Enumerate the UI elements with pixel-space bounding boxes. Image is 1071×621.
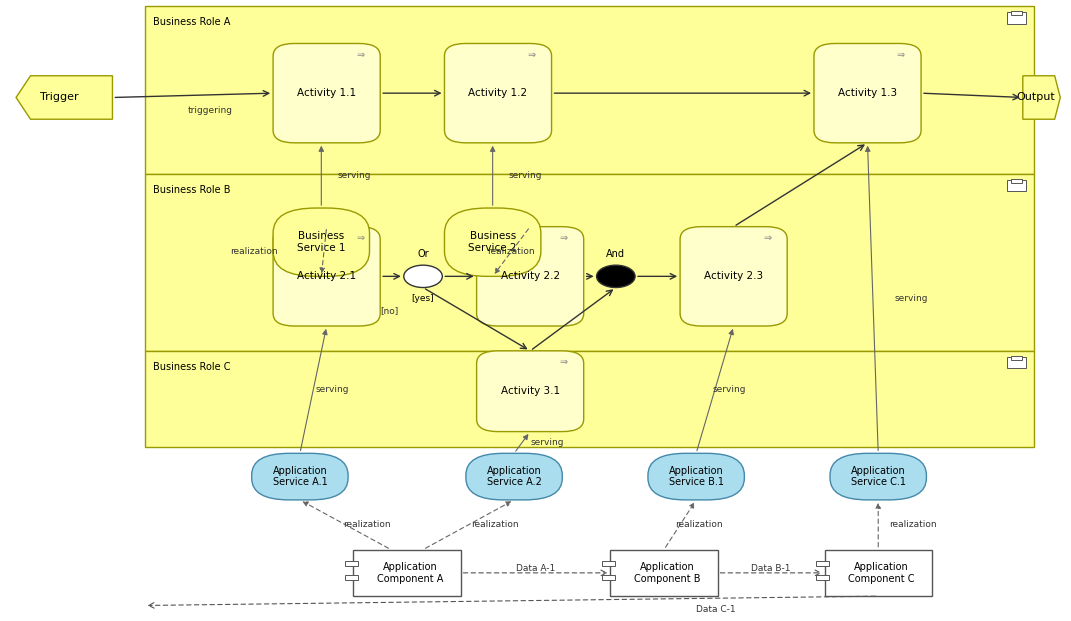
Text: Application
Component A: Application Component A	[377, 562, 443, 584]
Text: realization: realization	[230, 247, 277, 256]
Text: ⇒: ⇒	[527, 50, 536, 60]
Text: serving: serving	[530, 438, 563, 447]
Text: ⇒: ⇒	[559, 233, 568, 243]
Text: Application
Service B.1: Application Service B.1	[668, 466, 724, 487]
FancyBboxPatch shape	[648, 453, 744, 500]
Bar	[1007, 357, 1026, 368]
Text: triggering: triggering	[187, 106, 232, 115]
Bar	[1011, 356, 1022, 360]
Bar	[1011, 11, 1022, 15]
Text: Application
Service A.2: Application Service A.2	[486, 466, 542, 487]
FancyBboxPatch shape	[814, 43, 921, 143]
Text: Data A-1: Data A-1	[516, 564, 555, 573]
Bar	[602, 561, 615, 566]
Bar	[345, 561, 358, 566]
Text: Activity 1.3: Activity 1.3	[838, 88, 897, 98]
Text: Trigger: Trigger	[40, 93, 78, 102]
Text: realization: realization	[889, 520, 936, 529]
Text: realization: realization	[471, 520, 518, 529]
Text: Activity 3.1: Activity 3.1	[500, 386, 560, 396]
FancyBboxPatch shape	[273, 43, 380, 143]
Text: Business Role B: Business Role B	[153, 185, 230, 195]
FancyBboxPatch shape	[477, 227, 584, 326]
FancyBboxPatch shape	[680, 227, 787, 326]
Text: Activity 2.1: Activity 2.1	[297, 271, 357, 281]
Bar	[145, 6, 1034, 174]
Text: realization: realization	[487, 247, 534, 256]
Text: ⇒: ⇒	[763, 233, 771, 243]
Text: Activity 1.1: Activity 1.1	[297, 88, 357, 98]
Text: Business Role A: Business Role A	[153, 17, 230, 27]
Circle shape	[597, 265, 635, 288]
Bar	[345, 575, 358, 580]
Text: Data B-1: Data B-1	[752, 564, 790, 573]
FancyBboxPatch shape	[466, 453, 562, 500]
Text: ⇒: ⇒	[896, 50, 905, 60]
Bar	[610, 550, 718, 596]
Text: Business Role C: Business Role C	[153, 362, 230, 372]
Text: Activity 2.2: Activity 2.2	[500, 271, 560, 281]
Text: Application
Component C: Application Component C	[848, 562, 915, 584]
FancyBboxPatch shape	[273, 208, 369, 276]
Text: serving: serving	[712, 385, 745, 394]
FancyBboxPatch shape	[830, 453, 926, 500]
Bar	[602, 575, 615, 580]
Polygon shape	[16, 76, 112, 119]
Text: Business
Service 2: Business Service 2	[468, 232, 517, 253]
Bar	[1007, 12, 1026, 24]
Text: Or: Or	[418, 249, 428, 259]
Text: ⇒: ⇒	[356, 50, 364, 60]
Text: Application
Component B: Application Component B	[634, 562, 700, 584]
Text: Data C-1: Data C-1	[696, 605, 736, 614]
Text: [yes]: [yes]	[411, 294, 435, 302]
Text: serving: serving	[894, 294, 927, 302]
FancyBboxPatch shape	[444, 208, 541, 276]
Bar	[353, 550, 461, 596]
Bar	[816, 575, 829, 580]
Text: Application
Service C.1: Application Service C.1	[850, 466, 906, 487]
Text: And: And	[606, 249, 625, 259]
Text: Business
Service 1: Business Service 1	[297, 232, 346, 253]
Text: serving: serving	[509, 171, 542, 180]
Text: serving: serving	[316, 385, 349, 394]
Text: realization: realization	[675, 520, 722, 529]
Text: Application
Service A.1: Application Service A.1	[272, 466, 328, 487]
Bar	[145, 351, 1034, 447]
FancyBboxPatch shape	[273, 227, 380, 326]
Text: realization: realization	[343, 520, 390, 529]
Text: ⇒: ⇒	[559, 357, 568, 367]
Circle shape	[404, 265, 442, 288]
FancyBboxPatch shape	[252, 453, 348, 500]
Text: [no]: [no]	[380, 307, 398, 315]
Text: serving: serving	[337, 171, 371, 180]
Text: Activity 1.2: Activity 1.2	[468, 88, 528, 98]
Text: Activity 2.3: Activity 2.3	[704, 271, 764, 281]
Polygon shape	[1023, 76, 1060, 119]
Text: ⇒: ⇒	[356, 233, 364, 243]
FancyBboxPatch shape	[477, 351, 584, 432]
Text: Output: Output	[1016, 93, 1056, 102]
Bar	[816, 561, 829, 566]
FancyBboxPatch shape	[444, 43, 552, 143]
Bar	[1011, 179, 1022, 183]
Bar	[825, 550, 932, 596]
Bar	[145, 174, 1034, 351]
Bar	[1007, 180, 1026, 191]
